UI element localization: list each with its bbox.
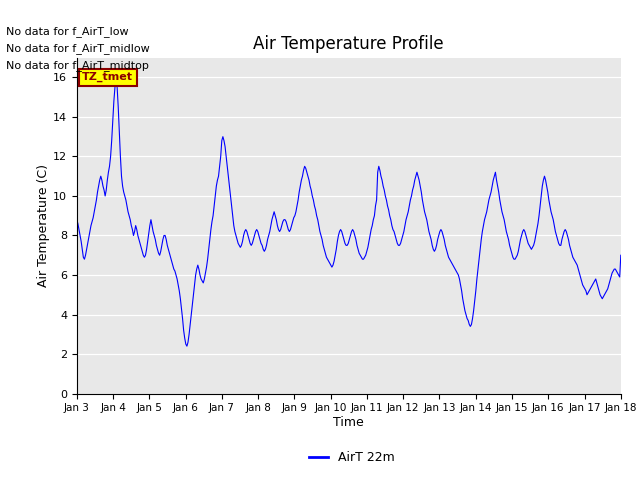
X-axis label: Time: Time <box>333 416 364 429</box>
Text: TZ_tmet: TZ_tmet <box>82 72 133 83</box>
Legend: AirT 22m: AirT 22m <box>304 446 400 469</box>
Text: No data for f_AirT_low: No data for f_AirT_low <box>6 26 129 37</box>
Text: No data for f_AirT_midlow: No data for f_AirT_midlow <box>6 43 150 54</box>
Text: No data for f_AirT_midtop: No data for f_AirT_midtop <box>6 60 149 71</box>
Y-axis label: Air Temperature (C): Air Temperature (C) <box>37 164 50 287</box>
Title: Air Temperature Profile: Air Temperature Profile <box>253 35 444 53</box>
